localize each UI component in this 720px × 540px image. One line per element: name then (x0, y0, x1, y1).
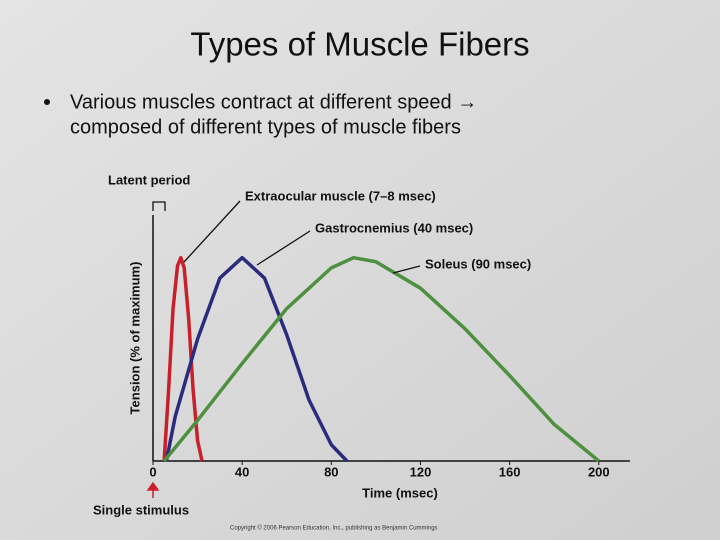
latent-bracket (152, 201, 166, 211)
series-label: Extraocular muscle (7–8 msec) (245, 188, 436, 203)
x-tick-label: 200 (588, 464, 610, 479)
slide-title: Types of Muscle Fibers (190, 26, 529, 63)
stimulus-arrow (146, 481, 160, 498)
x-tick-label: 80 (324, 464, 338, 479)
annotation: Single stimulus (93, 502, 189, 517)
x-tick-label: 160 (499, 464, 521, 479)
annotation: Latent period (108, 172, 190, 187)
leader-line (392, 265, 421, 274)
bullet-line: composed of different types of muscle fi… (70, 116, 461, 138)
y-axis-label: Tension (% of maximum) (127, 262, 142, 415)
x-tick-label: 40 (235, 464, 249, 479)
line-series (164, 255, 349, 463)
leader-line (256, 230, 311, 266)
bullet-dot (44, 99, 50, 105)
bullet-line: Various muscles contract at different sp… (70, 91, 477, 113)
line-series (162, 255, 600, 463)
series-label: Gastrocnemius (40 msec) (315, 220, 473, 235)
x-tick-label: 120 (410, 464, 432, 479)
leader-line (183, 200, 241, 263)
x-axis-label: Time (msec) (362, 485, 438, 500)
series-label: Soleus (90 msec) (425, 256, 531, 271)
copyright: Copyright © 2006 Pearson Education, Inc.… (230, 525, 438, 532)
line-series (162, 255, 204, 462)
x-tick-label: 0 (149, 464, 156, 479)
